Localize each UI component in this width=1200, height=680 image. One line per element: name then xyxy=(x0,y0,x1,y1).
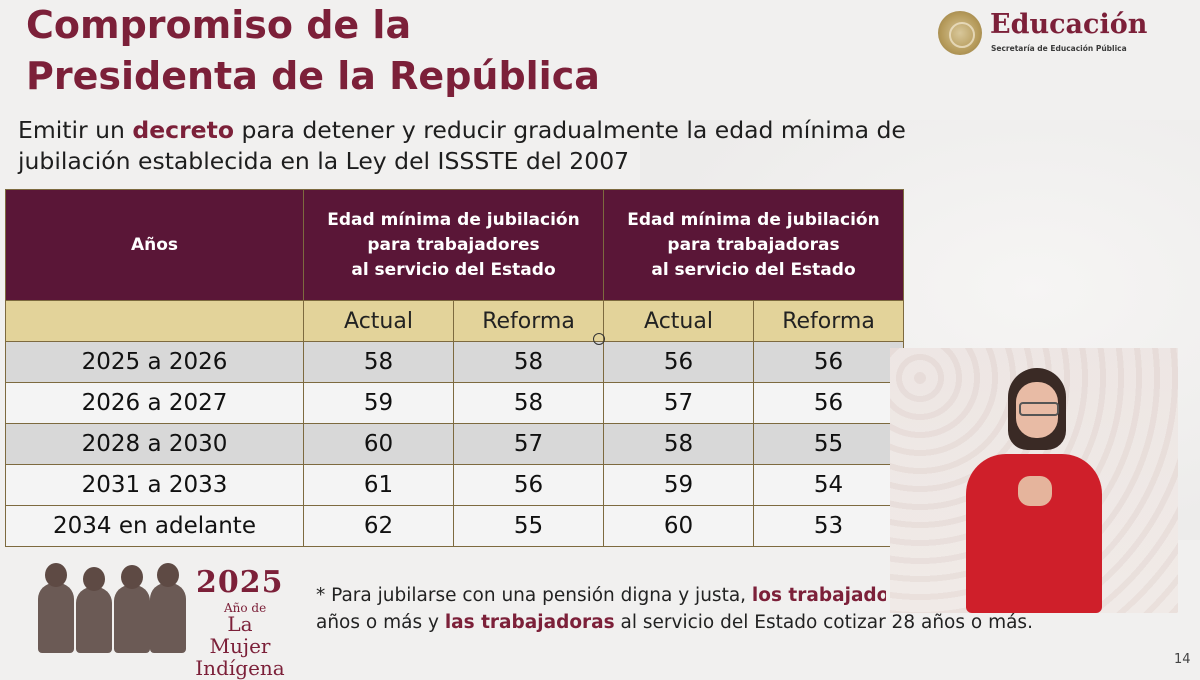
subheader-women-actual: Actual xyxy=(603,300,754,342)
woman-figure-icon xyxy=(76,567,112,653)
header-men-line-3: al servicio del Estado xyxy=(351,259,556,280)
logo-subtitle: Secretaría de Educación Pública xyxy=(991,44,1127,53)
cell-women-reforma: 53 xyxy=(753,505,904,547)
year-logo-lines: La Mujer Indígena xyxy=(194,613,286,679)
cell-men-actual: 58 xyxy=(303,341,454,383)
cell-men-actual: 59 xyxy=(303,382,454,424)
subheader-women-reforma: Reforma xyxy=(753,300,904,342)
year-logo-line-3: Indígena xyxy=(195,656,285,680)
table-row: 2034 en adelante 62 55 60 53 xyxy=(5,505,904,547)
header-women-line-1: Edad mínima de jubilación xyxy=(627,209,880,230)
page-number: 14 xyxy=(1174,652,1191,667)
cell-women-reforma: 56 xyxy=(753,341,904,383)
woman-figure-icon xyxy=(38,563,74,653)
header-men-line-1: Edad mínima de jubilación xyxy=(327,209,580,230)
header-men: Edad mínima de jubilación para trabajado… xyxy=(303,189,604,301)
table-header-row: Años Edad mínima de jubilación para trab… xyxy=(5,189,904,301)
subheader-men-actual: Actual xyxy=(303,300,454,342)
year-logo: 2025 Año de La Mujer Indígena xyxy=(28,555,290,679)
seal-icon xyxy=(938,11,982,55)
logo-name: Educación xyxy=(990,9,1148,40)
footnote-line-1: * Para jubilarse con una pensión digna y… xyxy=(316,582,886,609)
cell-years: 2028 a 2030 xyxy=(5,423,304,465)
footnote-text-2: años o más y xyxy=(316,612,445,633)
header-women: Edad mínima de jubilación para trabajado… xyxy=(603,189,904,301)
footnote-bold-1: los trabajadores xyxy=(751,585,886,606)
subheader-empty xyxy=(5,300,304,342)
footnote-text-3: al servicio del Estado cotizar 28 años o… xyxy=(614,612,1033,633)
indigenous-women-illustration-icon xyxy=(28,555,188,653)
subheader-men-reforma: Reforma xyxy=(453,300,604,342)
table-row: 2025 a 2026 58 58 56 56 xyxy=(5,341,904,383)
table-subheader-row: Actual Reforma Actual Reforma xyxy=(5,300,904,342)
title-line-1: Compromiso de la xyxy=(26,3,412,47)
cell-years: 2026 a 2027 xyxy=(5,382,304,424)
cell-men-reforma: 58 xyxy=(453,341,604,383)
cell-men-actual: 61 xyxy=(303,464,454,506)
woman-figure-icon xyxy=(150,563,186,653)
header-women-line-2: para trabajadoras xyxy=(667,234,840,255)
cell-women-actual: 56 xyxy=(603,341,754,383)
cell-women-actual: 59 xyxy=(603,464,754,506)
title-line-2: Presidenta de la República xyxy=(26,54,600,98)
table-row: 2026 a 2027 59 58 57 56 xyxy=(5,382,904,424)
cell-women-reforma: 54 xyxy=(753,464,904,506)
footnote-text-1: * Para jubilarse con una pensión digna y… xyxy=(316,585,752,606)
cell-women-reforma: 55 xyxy=(753,423,904,465)
cell-men-reforma: 56 xyxy=(453,464,604,506)
table-row: 2031 a 2033 61 56 59 54 xyxy=(5,464,904,506)
decree-keyword: decreto xyxy=(132,116,235,144)
interpreter-face xyxy=(1016,382,1058,438)
cell-men-reforma: 57 xyxy=(453,423,604,465)
page-title: Compromiso de la Presidenta de la Repúbl… xyxy=(26,0,600,102)
cell-women-actual: 60 xyxy=(603,505,754,547)
interpreter-figure xyxy=(964,368,1104,613)
footnote-line-2: años o más y las trabajadoras al servici… xyxy=(316,612,1033,633)
retirement-age-table: Años Edad mínima de jubilación para trab… xyxy=(5,189,904,547)
cell-women-reforma: 56 xyxy=(753,382,904,424)
decree-text-post: para detener y reducir gradualmente la e… xyxy=(18,116,906,175)
table-row: 2028 a 2030 60 57 58 55 xyxy=(5,423,904,465)
cell-women-actual: 58 xyxy=(603,423,754,465)
header-women-line-3: al servicio del Estado xyxy=(651,259,856,280)
year-logo-line-2: La Mujer xyxy=(209,612,271,658)
cell-years: 2034 en adelante xyxy=(5,505,304,547)
cell-men-reforma: 55 xyxy=(453,505,604,547)
cell-men-actual: 62 xyxy=(303,505,454,547)
cell-women-actual: 57 xyxy=(603,382,754,424)
cursor-circle-icon xyxy=(593,333,605,345)
education-logo: Educación Secretaría de Educación Públic… xyxy=(938,9,1158,57)
decree-text-pre: Emitir un xyxy=(18,116,133,144)
woman-figure-icon xyxy=(114,565,150,653)
header-men-line-2: para trabajadores xyxy=(367,234,540,255)
cell-years: 2031 a 2033 xyxy=(5,464,304,506)
glasses-icon xyxy=(1019,402,1059,416)
header-years: Años xyxy=(5,189,304,301)
cell-men-reforma: 58 xyxy=(453,382,604,424)
cell-years: 2025 a 2026 xyxy=(5,341,304,383)
sign-language-interpreter-video xyxy=(890,348,1178,613)
year-logo-line-1: Año de xyxy=(224,601,267,615)
hand-icon xyxy=(1018,476,1052,506)
footnote-bold-2: las trabajadoras xyxy=(444,612,615,633)
decree-description: Emitir un decreto para detener y reducir… xyxy=(18,115,978,177)
cell-men-actual: 60 xyxy=(303,423,454,465)
footnote: * Para jubilarse con una pensión digna y… xyxy=(316,582,1076,636)
year-logo-year: 2025 xyxy=(196,565,284,600)
